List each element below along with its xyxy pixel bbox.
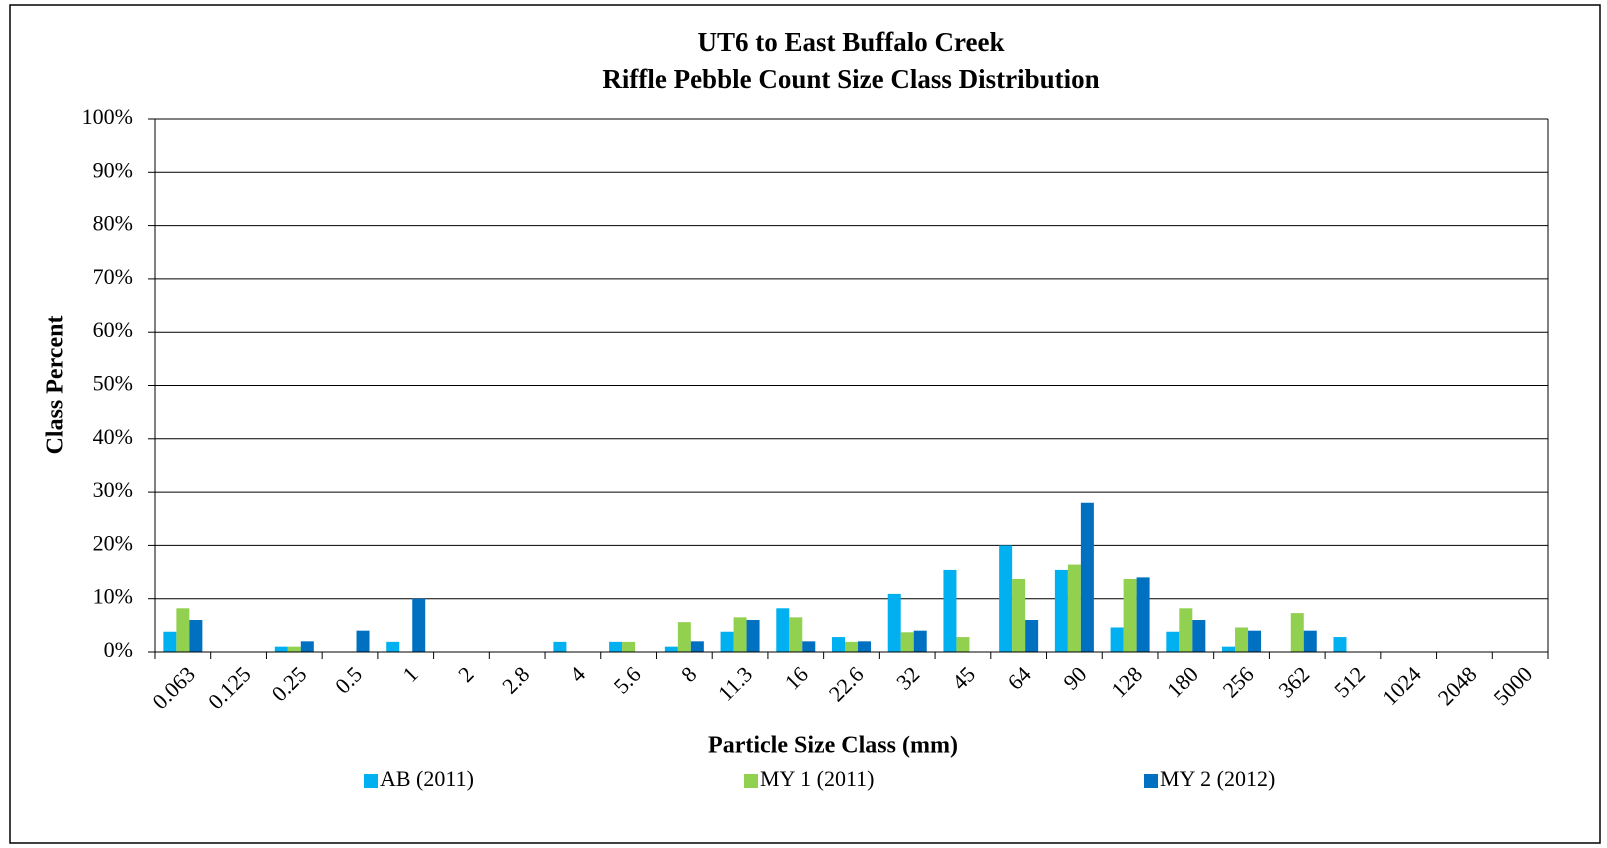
bar	[802, 641, 816, 652]
bar	[1222, 646, 1236, 652]
bar	[845, 641, 858, 652]
bar	[1054, 569, 1068, 652]
bar	[664, 646, 678, 652]
y-tick-label: 90%	[93, 157, 133, 182]
bar	[1333, 637, 1347, 652]
bar	[553, 641, 567, 652]
y-tick-label: 10%	[93, 584, 133, 609]
bar	[900, 632, 914, 652]
bar	[189, 620, 203, 652]
bar	[1303, 630, 1317, 652]
bar	[356, 630, 370, 652]
bar	[913, 630, 927, 652]
legend-label: MY 1 (2011)	[760, 766, 874, 791]
legend-swatch	[364, 774, 378, 788]
x-axis-title: Particle Size Class (mm)	[708, 733, 958, 759]
bar	[609, 641, 623, 652]
legend-label: AB (2011)	[380, 766, 474, 791]
bar	[1235, 627, 1249, 652]
legend-swatch	[1144, 774, 1158, 788]
bar	[956, 637, 970, 652]
bar	[287, 646, 301, 652]
bar	[1025, 620, 1039, 652]
legend-label: MY 2 (2012)	[1160, 766, 1275, 791]
bar	[1179, 608, 1193, 652]
bar	[832, 637, 845, 652]
chart-title: UT6 to East Buffalo Creek	[698, 27, 1005, 57]
bar	[746, 620, 760, 652]
bar	[386, 641, 400, 652]
bar	[1166, 631, 1180, 652]
bar	[300, 641, 314, 652]
bar	[1110, 627, 1124, 652]
y-tick-label: 40%	[93, 424, 133, 449]
bar	[274, 646, 288, 652]
bar	[1136, 577, 1150, 652]
bar	[690, 641, 704, 652]
chart-border	[9, 4, 1601, 844]
bar	[776, 608, 790, 652]
bar	[622, 641, 636, 652]
bar	[163, 631, 177, 652]
y-tick-label: 60%	[93, 317, 133, 342]
y-tick-label: 70%	[93, 264, 133, 289]
bar	[176, 608, 190, 652]
bar	[999, 545, 1013, 652]
bar	[733, 617, 747, 652]
bar	[1192, 620, 1206, 652]
y-tick-label: 100%	[82, 104, 133, 129]
chart-subtitle: Riffle Pebble Count Size Class Distribut…	[602, 64, 1099, 94]
bar	[720, 631, 734, 652]
y-axis-title: Class Percent	[43, 316, 69, 455]
bar	[1123, 578, 1137, 652]
bar	[1290, 613, 1304, 652]
y-tick-label: 50%	[93, 371, 133, 396]
y-tick-label: 30%	[93, 477, 133, 502]
bar	[1067, 564, 1081, 652]
y-tick-label: 0%	[104, 637, 133, 662]
y-tick-label: 80%	[93, 211, 133, 236]
legend-swatch	[744, 774, 758, 788]
bar	[943, 569, 957, 652]
bar	[412, 598, 426, 652]
bar	[789, 617, 803, 652]
bar	[858, 641, 871, 652]
bar	[677, 622, 691, 652]
y-tick-label: 20%	[93, 530, 133, 555]
bar	[1012, 578, 1026, 652]
bar	[1080, 502, 1094, 652]
bar	[887, 593, 901, 652]
bar	[1248, 630, 1262, 652]
